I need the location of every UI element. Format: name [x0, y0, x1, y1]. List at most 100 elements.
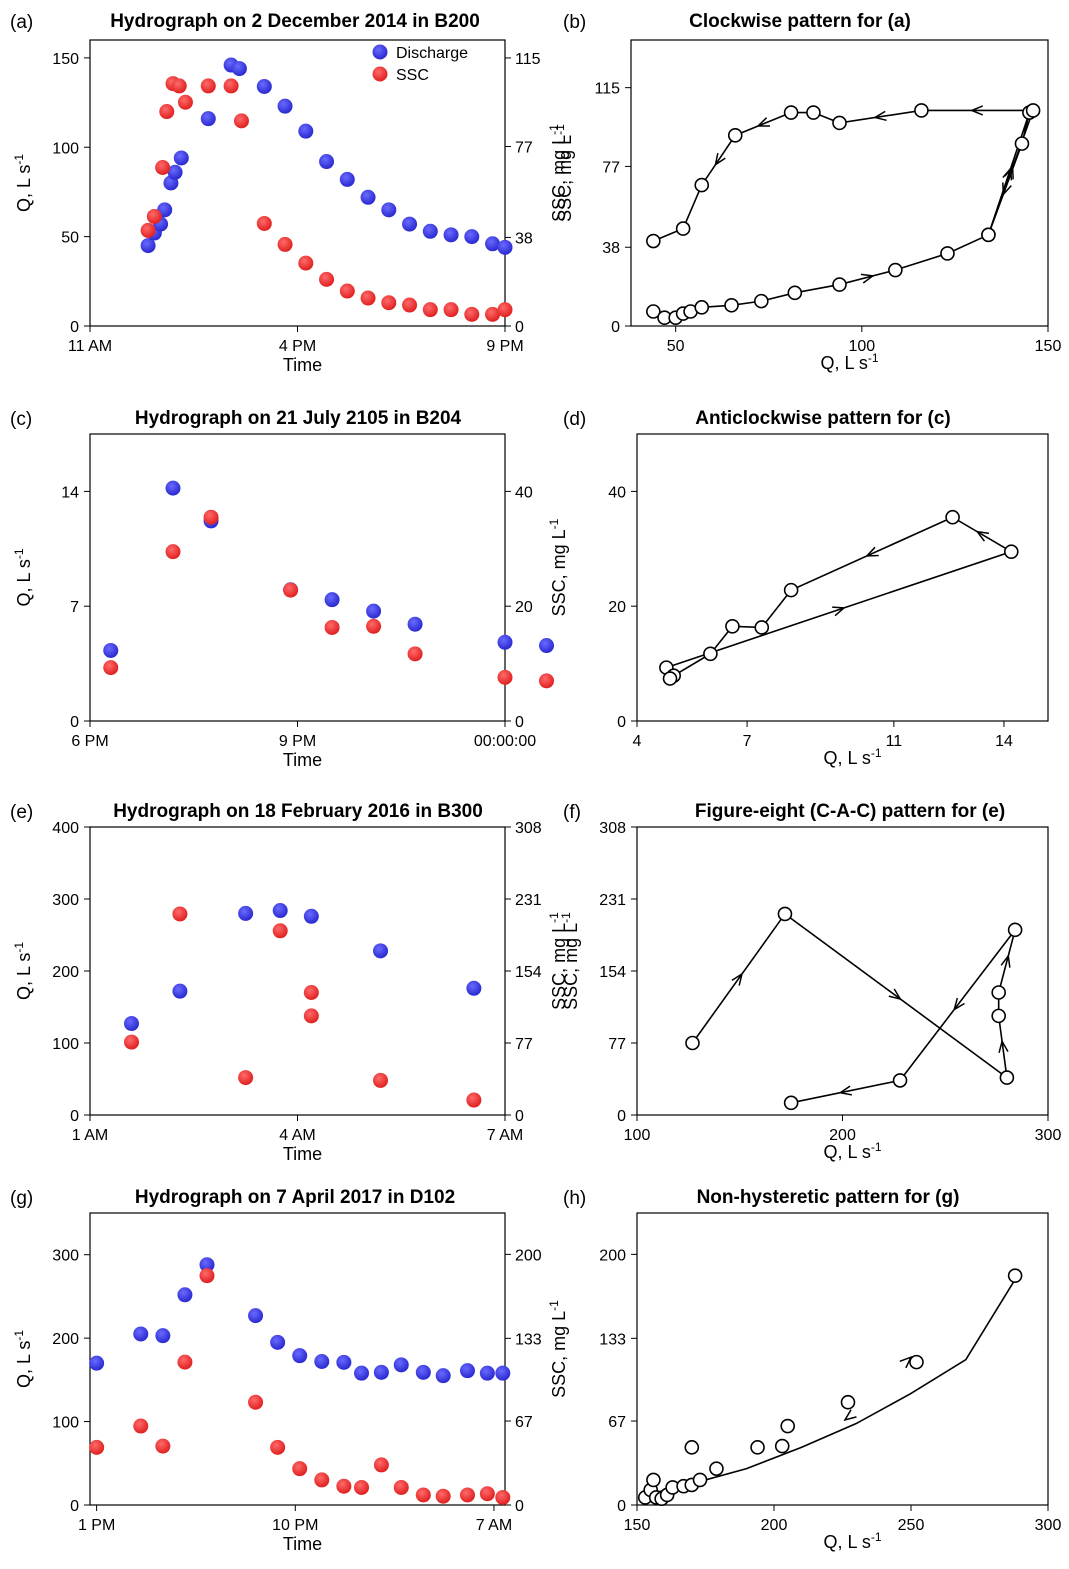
ssc-point [485, 306, 501, 322]
discharge-point [231, 61, 247, 77]
hysteresis-point [787, 285, 803, 301]
hysteresis-point [1025, 103, 1041, 118]
x-tick-label: 200 [761, 1517, 788, 1534]
hysteresis-point [909, 1354, 924, 1370]
hysteresis-point [1007, 922, 1023, 938]
x-tick-label: 7 [743, 733, 752, 750]
panel-title-a: Hydrograph on 2 December 2014 in B200 [110, 11, 480, 32]
hysteresis-point [1014, 136, 1030, 151]
x-tick-label: 150 [624, 1517, 651, 1534]
discharge-point [303, 908, 319, 924]
y2-tick-label: 0 [515, 1108, 524, 1125]
y2-tick-label: 133 [515, 1331, 542, 1348]
x-axis-label-a: Time [283, 355, 322, 375]
x-axis-label-g: Time [283, 1534, 322, 1554]
ssc-point [177, 94, 193, 110]
y2-axis-label-g: SSC, mg L-1 [547, 1300, 569, 1398]
ssc-point [223, 78, 239, 94]
direction-arrow [843, 1409, 857, 1422]
hysteresis-path [691, 912, 1016, 1104]
ssc-point [366, 618, 382, 634]
y2-axis-label-a: SSC, mg L-1 [547, 124, 569, 222]
x-tick-label: 200 [829, 1127, 856, 1144]
panel-g: (g) Hydrograph on 7 April 2017 in D102 1 P… [10, 1187, 569, 1554]
y2-tick-label: 20 [515, 599, 533, 616]
ssc-point [155, 159, 171, 175]
fit-curve [645, 1279, 1016, 1496]
discharge-point [172, 983, 188, 999]
y2-tick-label: 77 [515, 1036, 533, 1053]
ssc-point [283, 582, 299, 598]
y-tick-label: 200 [599, 1247, 626, 1264]
discharge-point [415, 1364, 431, 1380]
x-tick-label: 1 AM [72, 1127, 108, 1144]
hysteresis-point [684, 1440, 700, 1455]
discharge-point [173, 150, 189, 166]
x-tick-label: 300 [1035, 1517, 1062, 1534]
discharge-point [402, 216, 418, 232]
y-tick-label: 100 [52, 1415, 79, 1432]
x-tick-label: 300 [1035, 1127, 1062, 1144]
discharge-point [319, 154, 335, 170]
ssc-point [373, 1457, 389, 1473]
direction-arrow [873, 110, 887, 122]
y-tick-label: 40 [608, 484, 626, 501]
ssc-point [422, 302, 438, 318]
discharge-point [155, 1328, 171, 1344]
y-tick-label: 0 [617, 1108, 626, 1125]
y-tick-label: 150 [52, 51, 79, 68]
discharge-point [497, 634, 513, 650]
ssc-point [466, 1092, 482, 1108]
panel-b: (b) Clockwise pattern for (a) 50 100 150 0 38 7… [553, 11, 1061, 373]
discharge-point [177, 1287, 193, 1303]
direction-arrow [714, 152, 726, 167]
ssc-point [373, 1072, 388, 1088]
y-tick-label: 154 [599, 964, 626, 981]
hysteresis-point [914, 103, 929, 118]
hysteresis-point [694, 177, 710, 193]
ssc-point [435, 1488, 451, 1504]
panel-title-b: Clockwise pattern for (a) [689, 11, 911, 32]
y-tick-label: 100 [52, 1036, 79, 1053]
ssc-point [270, 1439, 286, 1455]
ssc-point [292, 1461, 308, 1477]
hysteresis-point [940, 246, 955, 261]
discharge-point [407, 616, 423, 632]
hysteresis-point [945, 509, 960, 525]
panel-label-e: (e) [10, 802, 33, 823]
x-axis-label-d: Q, L s-1 [823, 746, 881, 768]
hysteresis-point [783, 582, 799, 598]
ssc-point [336, 1478, 352, 1494]
direction-arrow [1000, 953, 1011, 968]
y2-tick-label: 231 [515, 892, 542, 909]
x-axis-label-h: Q, L s-1 [823, 1530, 881, 1552]
ssc-point [407, 646, 423, 662]
hysteresis-point [832, 277, 847, 292]
direction-arrow [860, 273, 875, 284]
discharge-point [165, 480, 181, 496]
ssc-point [402, 297, 418, 313]
discharge-point [459, 1363, 475, 1379]
y2-tick-label: 40 [515, 484, 533, 501]
plot-frame-b [630, 39, 1049, 327]
discharge-point [360, 189, 376, 205]
discharge-point [497, 239, 513, 255]
panel-f: (f) Figure-eight (C-A-C) pattern for (e) 1… [559, 801, 1061, 1162]
x-tick-label: 150 [1035, 338, 1062, 355]
y-tick-label: 0 [70, 1108, 79, 1125]
ssc-point [177, 1354, 193, 1370]
ssc-point [159, 104, 175, 120]
discharge-point [89, 1355, 105, 1371]
y-axis-label-c: Q, L s-1 [12, 548, 34, 606]
direction-arrow [969, 105, 984, 116]
direction-arrow [998, 1039, 1009, 1053]
y-tick-label: 0 [70, 1498, 79, 1515]
y-tick-label: 200 [52, 1331, 79, 1348]
legend-label: SSC [396, 67, 429, 84]
ssc-point [303, 1008, 319, 1024]
direction-arrow [756, 117, 770, 127]
ssc-point [360, 290, 376, 306]
panel-title-h: Non-hysteretic pattern for (g) [697, 1187, 960, 1208]
discharge-point [479, 1365, 495, 1381]
